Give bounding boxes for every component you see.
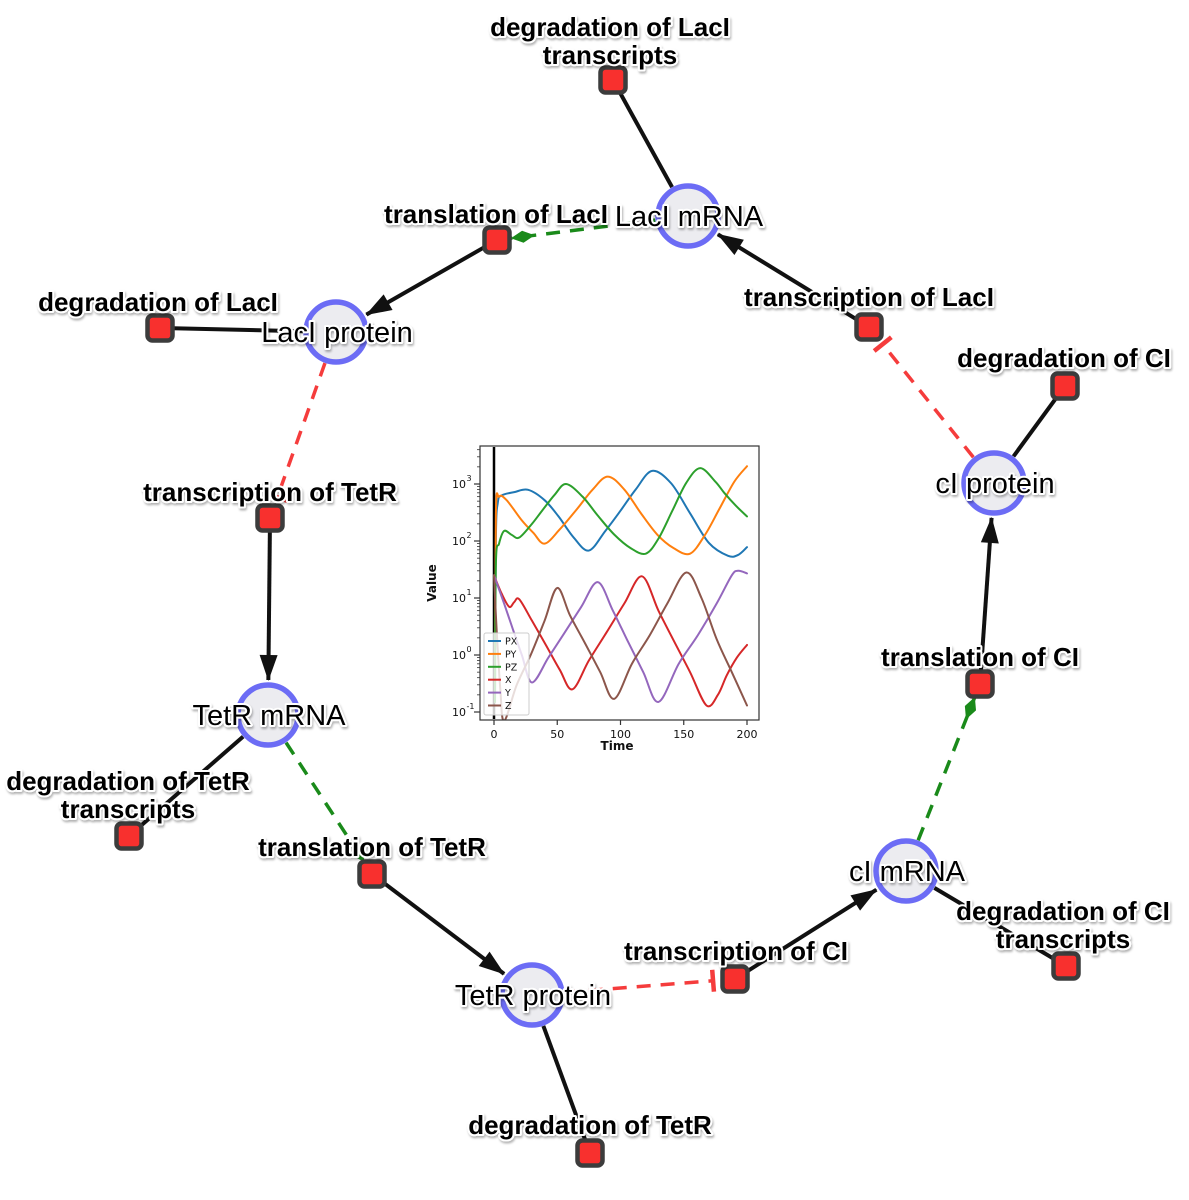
species-node-laci-protein[interactable] xyxy=(303,299,369,365)
series-line-y xyxy=(493,569,748,703)
edge-production-tx-laci-laci-mrna xyxy=(716,232,859,322)
reaction-node-tl-tetr[interactable] xyxy=(357,859,387,889)
legend-entry-z: Z xyxy=(505,701,512,712)
x-tick-label: 100 xyxy=(610,728,631,741)
reaction-node-deg-ci-tx[interactable] xyxy=(1051,951,1081,981)
edge-production-tl-ci-ci-protein xyxy=(978,516,999,672)
nodes-layer xyxy=(114,65,1081,1168)
species-label-laci-protein: LacI protein xyxy=(261,317,413,349)
x-tick-label: 150 xyxy=(673,728,694,741)
edge-consumption-ci-protein-deg-ci xyxy=(1011,395,1059,458)
y-tick-base: 10 xyxy=(452,535,466,548)
reaction-label-deg-tetr: degradation of TetR xyxy=(468,1110,712,1140)
species-label-tetr-mrna: TetR mRNA xyxy=(192,700,346,732)
edge-production-tl-tetr-tetr-protein xyxy=(381,880,506,976)
edge-production-tl-laci-laci-protein xyxy=(365,244,487,317)
reaction-label-tl-laci: translation of LacI xyxy=(384,199,608,229)
edge-consumption-laci-protein-deg-laci xyxy=(172,326,304,334)
reaction-node-deg-laci[interactable] xyxy=(145,313,175,343)
y-tick-exponent: -1 xyxy=(467,702,475,711)
reaction-node-deg-tetr-tx[interactable] xyxy=(114,821,144,851)
edge-consumption-tetr-protein-deg-tetr xyxy=(541,1025,588,1142)
edge-consumption-laci-mrna-deg-laci-tx xyxy=(617,90,674,189)
species-node-ci-mrna[interactable] xyxy=(873,838,939,904)
species-label-ci-mrna: cI mRNA xyxy=(849,856,966,888)
reaction-label-deg-laci: degradation of LacI xyxy=(38,287,278,317)
series-line-z xyxy=(493,571,748,720)
legend-entry-pz: PZ xyxy=(505,662,518,673)
edge-inhibition-ci-protein-tx-laci xyxy=(872,335,975,459)
species-node-tetr-protein[interactable] xyxy=(499,962,565,1028)
reaction-node-deg-tetr[interactable] xyxy=(575,1138,605,1168)
reaction-label-deg-ci-tx-line1: degradation of CI xyxy=(956,896,1170,926)
legend-entry-x: X xyxy=(505,675,512,686)
legend-entry-py: PY xyxy=(505,649,517,660)
reaction-node-tx-tetr[interactable] xyxy=(255,503,285,533)
legend-entry-px: PX xyxy=(505,637,518,648)
reaction-label-deg-ci: degradation of CI xyxy=(957,343,1171,373)
edge-consumption-ci-mrna-deg-ci-tx xyxy=(933,886,1056,962)
reaction-label-deg-tetr-tx-line1: degradation of TetR xyxy=(6,766,250,796)
reaction-node-tl-laci[interactable] xyxy=(482,225,512,255)
legend-entry-y: Y xyxy=(504,688,511,699)
edge-inhibition-tetr-protein-tx-ci xyxy=(564,969,717,995)
reaction-node-deg-laci-tx[interactable] xyxy=(598,65,628,95)
species-label-tetr-protein: TetR protein xyxy=(455,980,611,1012)
plot-curves xyxy=(493,465,748,720)
reaction-label-deg-tetr-tx-line2: transcripts xyxy=(61,794,195,824)
reaction-node-tx-laci[interactable] xyxy=(854,312,884,342)
y-tick-exponent: 0 xyxy=(467,645,472,654)
x-tick-label: 50 xyxy=(550,728,564,741)
y-axis-label: Value xyxy=(425,564,439,602)
series-line-py xyxy=(494,465,748,703)
reaction-label-deg-ci-tx-line2: transcripts xyxy=(996,924,1130,954)
series-line-x xyxy=(493,574,748,708)
edge-catalysis-ci-mrna-tl-ci xyxy=(916,696,977,841)
reaction-node-tl-ci[interactable] xyxy=(965,669,995,699)
species-node-tetr-mrna[interactable] xyxy=(235,682,301,748)
edge-production-tx-tetr-tetr-mrna xyxy=(259,530,278,682)
y-tick-exponent: 1 xyxy=(467,588,472,597)
species-node-ci-protein[interactable] xyxy=(961,450,1027,516)
species-label-ci-protein: cI protein xyxy=(935,468,1054,500)
edge-consumption-tetr-mrna-deg-tetr-tx xyxy=(137,735,245,829)
species-node-laci-mrna[interactable] xyxy=(655,183,721,249)
edges-layer xyxy=(137,90,1059,1142)
y-tick-base: 10 xyxy=(452,706,466,719)
y-tick-exponent: 2 xyxy=(467,531,472,540)
reaction-label-tx-laci: transcription of LacI xyxy=(744,282,994,312)
reaction-label-deg-laci-tx-line1: degradation of LacI xyxy=(490,12,730,42)
plot-border xyxy=(479,445,760,721)
reaction-label-tx-tetr: transcription of TetR xyxy=(143,477,397,507)
x-tick-label: 200 xyxy=(737,728,758,741)
series-line-pz xyxy=(494,467,748,703)
x-tick-label: 0 xyxy=(491,728,498,741)
y-tick-base: 10 xyxy=(452,592,466,605)
reaction-label-tl-tetr: translation of TetR xyxy=(258,832,486,862)
y-tick-base: 10 xyxy=(452,478,466,491)
reaction-node-tx-ci[interactable] xyxy=(720,964,750,994)
reaction-label-deg-laci-tx-line2: transcripts xyxy=(543,40,677,70)
x-axis-label: Time xyxy=(601,739,634,753)
species-label-laci-mrna: LacI mRNA xyxy=(615,201,764,233)
reaction-label-tx-ci: transcription of CI xyxy=(624,936,848,966)
y-tick-base: 10 xyxy=(452,649,466,662)
reaction-label-tl-ci: translation of CI xyxy=(881,642,1079,672)
edge-production-tx-ci-ci-mrna xyxy=(744,887,878,974)
series-line-px xyxy=(494,469,748,703)
reaction-node-deg-ci[interactable] xyxy=(1050,371,1080,401)
labels-layer: LacI mRNA LacI protein TetR mRNA TetR prote… xyxy=(4,10,1173,1142)
edge-catalysis-laci-mrna-tl-laci xyxy=(510,218,656,243)
y-tick-exponent: 3 xyxy=(467,474,472,483)
